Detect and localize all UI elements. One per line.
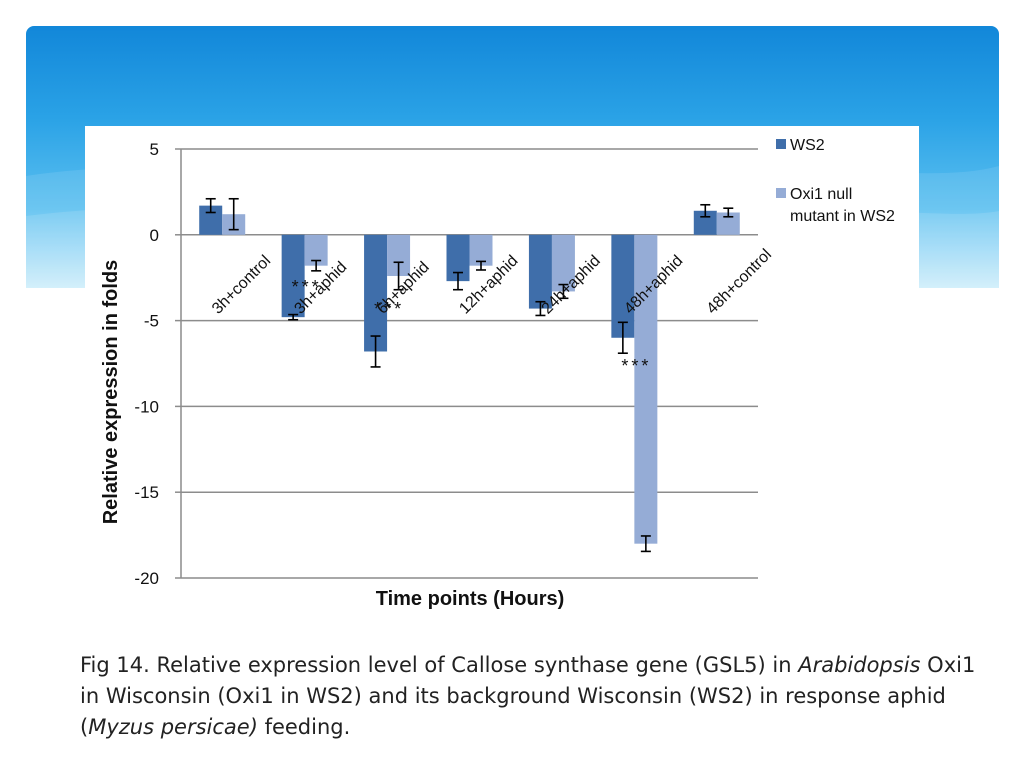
- chart-panel: Relative expression in folds Time points…: [85, 126, 919, 624]
- bar-ws2: [693, 210, 717, 235]
- bar-chart: Relative expression in folds Time points…: [100, 137, 895, 610]
- y-axis-label: Relative expression in folds: [100, 260, 122, 525]
- bar-ws2: [528, 234, 552, 309]
- chart-legend: WS2 Oxi1 null mutant in WS2: [776, 137, 895, 225]
- significance-marker: ***: [292, 277, 322, 297]
- caption-text-1: Fig 14. Relative expression level of Cal…: [80, 653, 799, 677]
- bar-oxi1: [634, 234, 658, 544]
- bar-ws2: [281, 234, 305, 318]
- y-tick-label: 5: [150, 140, 159, 159]
- legend-swatch: [776, 139, 786, 149]
- y-tick-label: -20: [134, 569, 159, 588]
- y-tick-label: 0: [150, 226, 159, 245]
- figure-caption: Fig 14. Relative expression level of Cal…: [80, 650, 980, 743]
- caption-text-3: feeding.: [257, 715, 351, 739]
- x-tick-label: 3h+control: [209, 252, 274, 317]
- x-axis-label: Time points (Hours): [376, 588, 565, 610]
- caption-italic-1: Arabidopsis: [798, 653, 921, 677]
- legend-label-line: Oxi1 null: [790, 186, 852, 203]
- y-tick-label: -10: [134, 397, 159, 416]
- legend-swatch: [776, 188, 786, 198]
- caption-text-2: Oxi1 in Wisconsin (Oxi1 in WS2) and its …: [80, 653, 976, 739]
- bar-ws2: [199, 205, 223, 235]
- legend-label: Oxi1 null mutant in WS2: [790, 186, 895, 225]
- significance-marker: ***: [621, 356, 651, 376]
- caption-italic-2: Myzus persicae): [88, 715, 258, 739]
- bar-oxi1: [304, 234, 328, 266]
- legend-label-line: mutant in WS2: [790, 208, 895, 225]
- bar-ws2: [446, 234, 470, 282]
- y-tick-label: -5: [144, 312, 159, 331]
- legend-label: WS2: [790, 137, 825, 154]
- bar-oxi1: [387, 234, 411, 276]
- bar-ws2: [611, 234, 635, 338]
- bar-oxi1: [469, 234, 493, 266]
- bar-oxi1: [551, 234, 575, 292]
- bar-oxi1: [716, 212, 740, 235]
- bar-ws2: [364, 234, 388, 352]
- y-tick-label: -15: [134, 483, 159, 502]
- x-tick-label: 48h+control: [704, 246, 775, 317]
- significance-marker: ***: [374, 299, 404, 319]
